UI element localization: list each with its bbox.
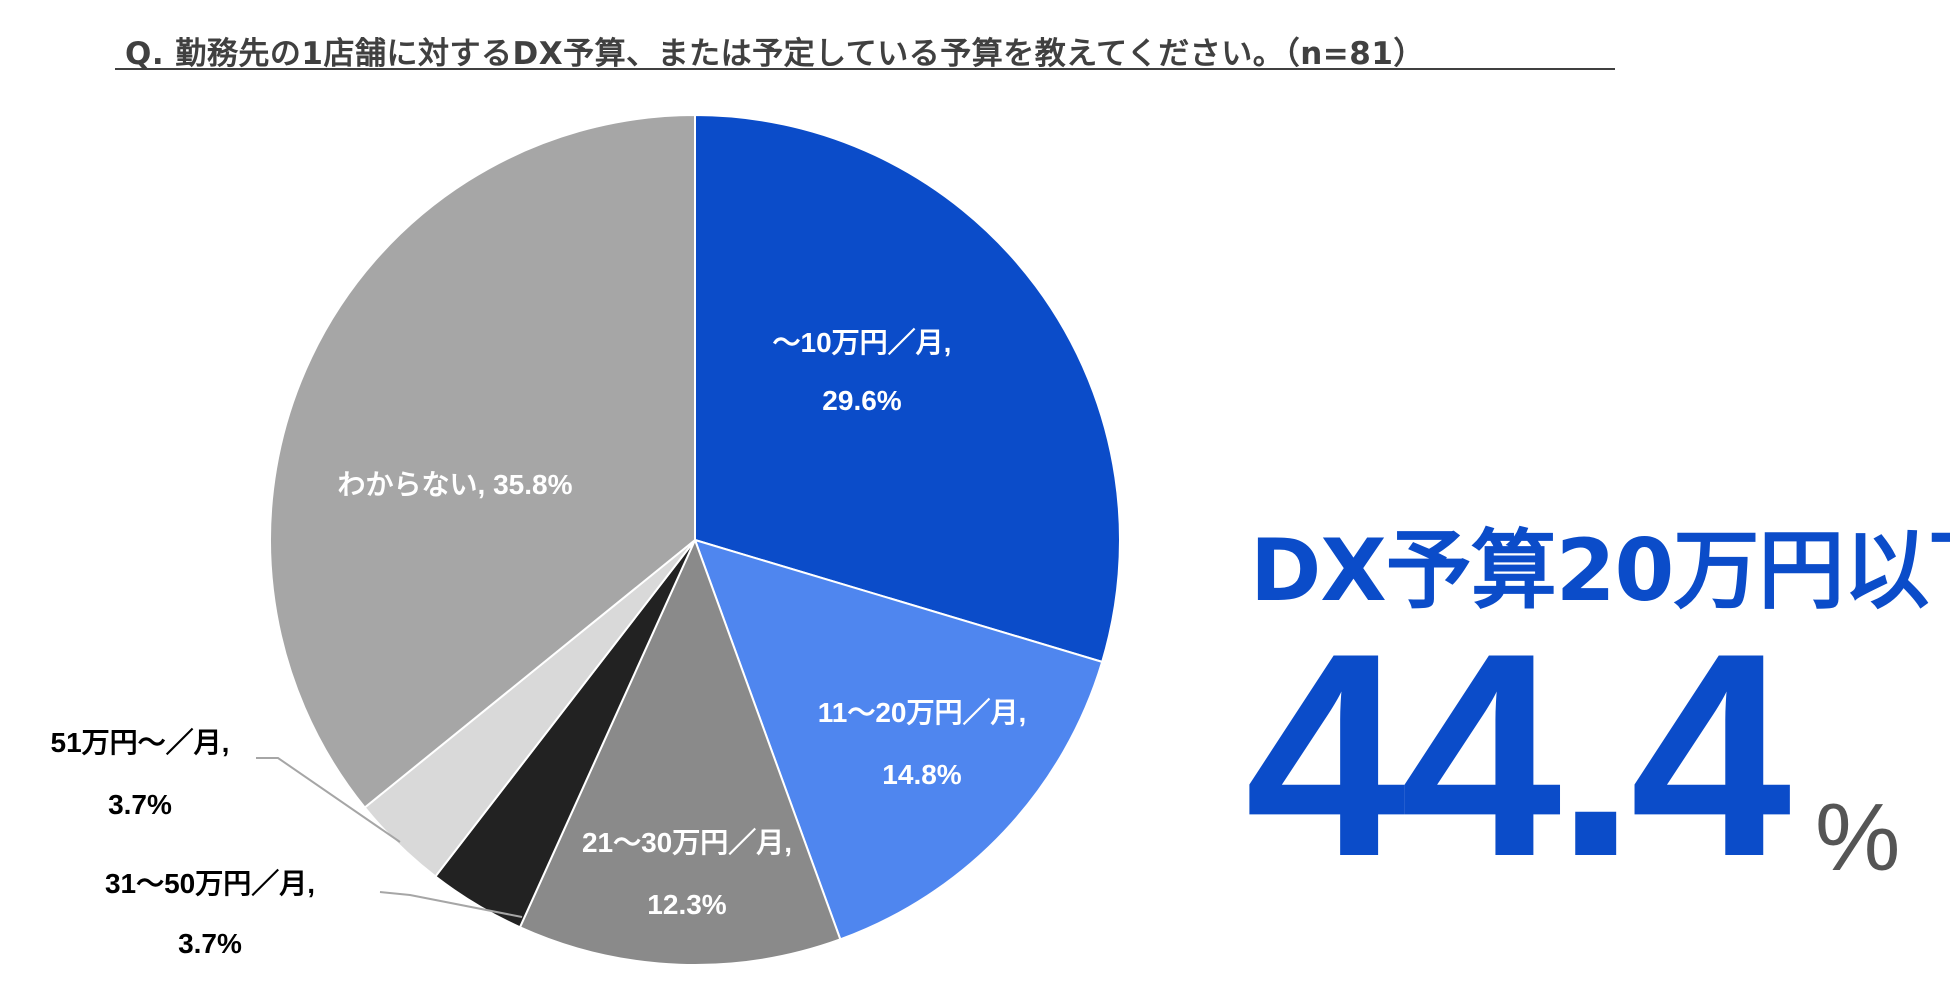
highlight-percent-sign: % [1815, 784, 1901, 891]
slice-label-6-line-1: わからない, 35.8% [338, 469, 573, 500]
leader-line-5 [256, 757, 401, 843]
slice-label-2-line-1: 11〜20万円／月, [818, 697, 1027, 728]
slice-label-5-line-1: 51万円〜／月, [51, 727, 230, 758]
pie-slice-6 [269, 113, 696, 809]
headline-text: DX予算20万円以下 [1250, 521, 1950, 621]
leader-line-4 [379, 891, 523, 918]
slice-label-3-line-1: 21〜30万円／月, [582, 827, 792, 858]
pie-slice-1 [694, 113, 1121, 664]
slice-label-2-line-2: 14.8% [882, 759, 961, 790]
chart-title: Q. 勤務先の1店舗に対するDX予算、または予定している予算を教えてください。（… [125, 36, 1425, 72]
slice-label-5-line-2: 3.7% [108, 789, 172, 820]
slice-label-4-line-2: 3.7% [178, 928, 242, 959]
slice-label-1-line-1: 〜10万円／月, [773, 327, 952, 358]
highlight-percentage: 44.4 [1245, 593, 1791, 917]
pie-slice-2 [693, 538, 1104, 941]
slice-label-3-line-2: 12.3% [647, 889, 726, 920]
pie-slice-3 [518, 537, 842, 966]
title-underline [115, 68, 1615, 70]
slice-label-4-line-1: 31〜50万円／月, [105, 868, 315, 899]
slice-label-1-line-2: 29.6% [822, 385, 901, 416]
